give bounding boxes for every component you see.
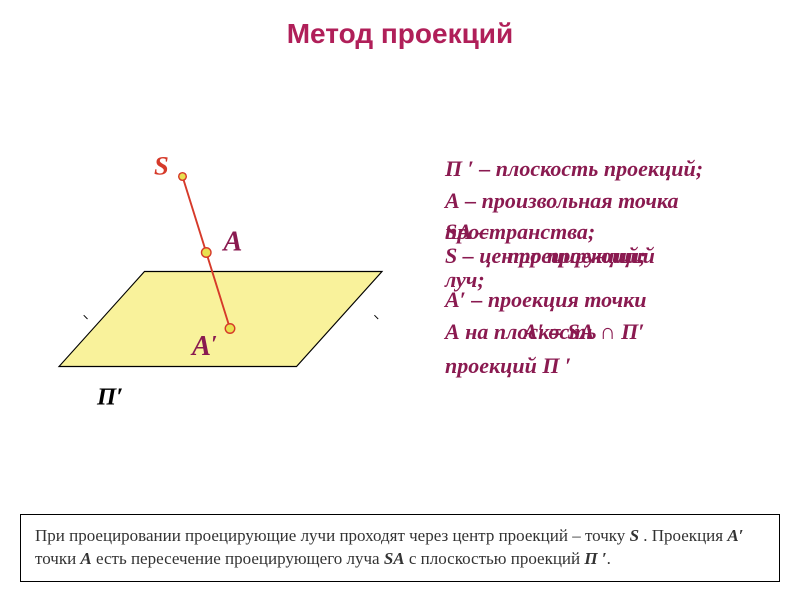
- definition-line: П ′ – плоскость проекций;: [445, 155, 785, 183]
- page-title: Метод проекций: [0, 0, 800, 50]
- definition-line: А′ = SА ∩ П′: [523, 318, 800, 346]
- point-s: [179, 173, 187, 181]
- definitions-block: П ′ – плоскость проекций; А – произвольна…: [445, 155, 785, 383]
- point-a-prime: [225, 324, 235, 334]
- plane-label: П′: [96, 384, 123, 411]
- label-s: S: [154, 151, 169, 181]
- footer-caption: При проецировании проецирующие лучи прох…: [20, 514, 780, 582]
- tick-right: [374, 315, 378, 319]
- definition-overlap: пространства;SА –S – центр проекций;прое…: [445, 218, 785, 280]
- tick-left: [84, 315, 88, 319]
- definition-line: проекций П ′: [445, 352, 785, 380]
- footer-text: При проецировании проецирующие лучи прох…: [35, 525, 765, 571]
- projection-plane: [59, 272, 382, 367]
- definition-line: А – произвольная точка: [445, 187, 785, 215]
- diagram-svg: S А А′ П′: [40, 140, 420, 460]
- projection-diagram: S А А′ П′: [40, 140, 420, 460]
- definition-overlap: А на плоскостьА′ = SА ∩ П′: [445, 318, 785, 352]
- definition-line: луч;: [445, 266, 785, 294]
- label-a: А: [221, 227, 242, 258]
- point-a: [202, 248, 212, 258]
